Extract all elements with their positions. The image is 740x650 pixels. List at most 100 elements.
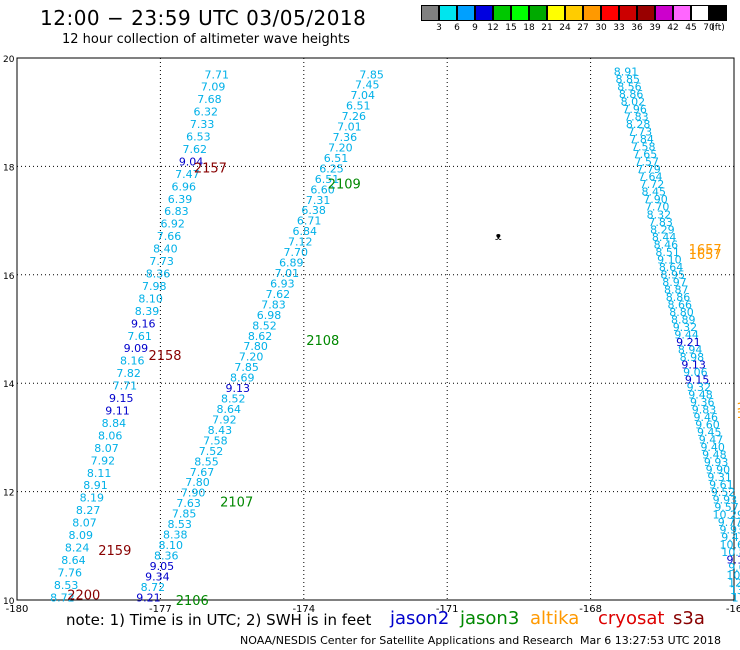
wave-height-point: 6.51 — [324, 152, 349, 165]
wave-height-point: 8.07 — [72, 517, 97, 530]
color-scale-legend: 3 6 9 12 15 18 21 24 27 30 33 36 39 42 45 70 (ft) — [421, 5, 727, 33]
wave-height-point: 9.46 — [694, 411, 719, 424]
pass-time-label: 162 — [736, 407, 740, 422]
color-scale-label: 42 — [667, 23, 679, 33]
wave-height-point: 9.36 — [690, 396, 715, 409]
wave-height-point: 7.64 — [638, 171, 663, 184]
wave-height-point: 8.98 — [680, 351, 705, 364]
wave-height-point: 9.45 — [697, 426, 722, 439]
color-scale-label: 9 — [472, 23, 478, 33]
color-scale-swatch — [709, 5, 727, 21]
wave-height-point: 7.82 — [116, 367, 141, 380]
wave-height-point: 8.10 — [138, 292, 163, 305]
wave-height-point: 8.94 — [678, 343, 703, 356]
wave-height-point: 9.83 — [692, 404, 717, 417]
wave-height-point: 8.44 — [652, 231, 677, 244]
pass-time-label: 162 — [736, 402, 740, 417]
wave-height-point: 7.71 — [205, 68, 230, 81]
wave-height-point: 9.09 — [124, 342, 149, 355]
wave-height-point: 7.57 — [635, 156, 660, 169]
wave-height-point: 8.36 — [154, 549, 179, 562]
color-scale-label: 27 — [577, 23, 589, 33]
wave-height-point: 8.87 — [664, 283, 689, 296]
wave-height-point: 6.60 — [310, 183, 335, 196]
wave-height-point: 8.51 — [655, 246, 680, 259]
wave-height-point: 7.26 — [342, 110, 367, 123]
wave-height-point: 8.84 — [102, 417, 127, 430]
color-scale-swatch — [547, 5, 565, 21]
color-scale-label: 30 — [595, 23, 607, 33]
y-tick-label: 16 — [3, 272, 15, 282]
color-scale-swatch — [511, 5, 529, 21]
wave-height-point: 7.73 — [149, 255, 174, 268]
wave-height-point: 8.32 — [647, 208, 672, 221]
wave-height-point: 9.61 — [728, 561, 740, 574]
color-scale-label: 18 — [523, 23, 535, 33]
wave-height-point: 8.38 — [163, 529, 188, 542]
wave-height-point: 6.32 — [194, 106, 219, 119]
wave-height-point: 9.93 — [720, 524, 740, 537]
wave-height-point: 6.83 — [164, 205, 189, 218]
wave-height-point: 9.04 — [179, 155, 204, 168]
wave-height-point: 10.82 — [721, 546, 740, 559]
wave-height-point: 10.62 — [719, 539, 740, 552]
wave-height-point: 9.21 — [136, 591, 161, 604]
wave-height-point: 8.91 — [614, 66, 639, 79]
wave-height-point: 9.77 — [718, 516, 740, 529]
pass-time-label: 2109 — [328, 178, 361, 193]
wave-height-point: 8.09 — [69, 529, 94, 542]
wave-height-point: 9.10 — [657, 253, 682, 266]
color-scale-label: 21 — [541, 23, 553, 33]
wave-height-point: 8.27 — [76, 504, 101, 517]
pass-time-label: 2158 — [148, 349, 181, 364]
color-scale-swatch — [439, 5, 457, 21]
wave-height-point: 7.96 — [622, 103, 647, 116]
wave-height-point: 8.69 — [230, 372, 255, 385]
wave-height-point: 8.16 — [120, 355, 145, 368]
x-tick-label: -174 — [292, 604, 315, 615]
wave-height-point: 7.45 — [355, 79, 380, 92]
wave-height-point: 7.58 — [203, 434, 228, 447]
wave-height-point: 8.07 — [94, 442, 119, 455]
chart-subtitle: 12 hour collection of altimeter wave hei… — [62, 32, 350, 47]
legend-altika: altika — [530, 608, 580, 629]
wave-height-point: 6.89 — [279, 257, 304, 270]
wave-height-point: 8.43 — [208, 424, 233, 437]
wave-height-point: 7.33 — [190, 118, 215, 131]
wave-height-point: 10.29 — [713, 509, 740, 522]
wave-height-point: 8.66 — [667, 298, 692, 311]
wave-height-point: 9.90 — [706, 464, 731, 477]
color-scale-swatch — [583, 5, 601, 21]
footnote: note: 1) Time is in UTC; 2) SWH is in fe… — [66, 611, 372, 629]
wave-height-point: 7.90 — [181, 487, 206, 500]
wave-height-point: 8.28 — [626, 118, 651, 131]
pass-time-label: 2106 — [176, 594, 209, 609]
wave-height-point: 8.86 — [619, 88, 644, 101]
wave-height-point: 17.34 — [732, 591, 740, 604]
wave-height-point: 7.76 — [58, 566, 83, 579]
wave-height-point: 8.56 — [617, 81, 642, 94]
wave-height-point: 7.90 — [643, 193, 668, 206]
wave-height-point: 6.51 — [315, 173, 340, 186]
wave-height-point: 7.79 — [636, 163, 661, 176]
wave-height-point: 7.62 — [266, 288, 291, 301]
wave-height-point: 6.71 — [297, 215, 322, 228]
wave-height-point: 7.09 — [201, 81, 226, 94]
wave-height-point: 9.13 — [225, 382, 250, 395]
y-tick-label: 20 — [3, 55, 15, 65]
pass-time-label: 2108 — [306, 334, 339, 349]
wave-height-point: 8.02 — [621, 96, 646, 109]
wave-height-point: 7.04 — [350, 89, 375, 102]
wave-height-point: 7.01 — [337, 121, 362, 134]
generation-timestamp: Mar 6 13:27:53 UTC 2018 — [580, 634, 721, 647]
x-tick-label: -16 — [726, 604, 740, 615]
wave-height-point: 6.92 — [160, 218, 185, 231]
color-scale-swatch — [655, 5, 673, 21]
wave-height-point: 6.25 — [319, 162, 344, 175]
wave-height-point: 9.13 — [681, 358, 706, 371]
wave-height-point: 6.39 — [168, 193, 193, 206]
wave-height-point: 9.05 — [150, 560, 175, 573]
color-scale-label: 39 — [649, 23, 661, 33]
wave-height-point: 6.53 — [186, 131, 211, 144]
